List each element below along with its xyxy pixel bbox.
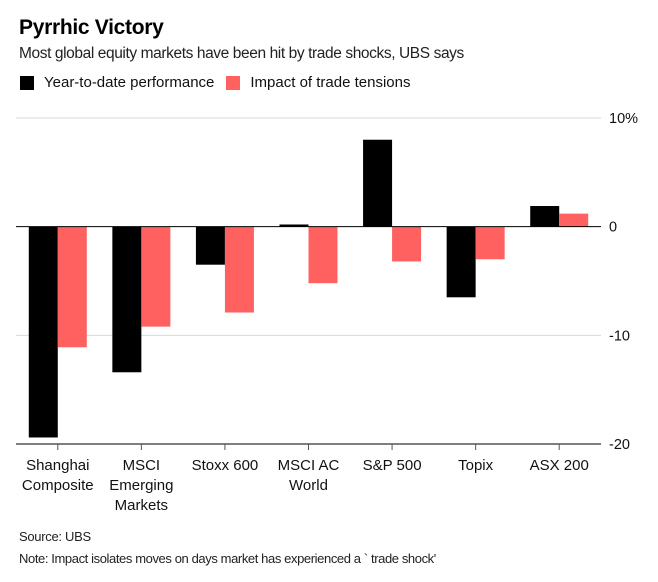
legend: Year-to-date performance Impact of trade… [20, 74, 422, 91]
bar-impact [141, 226, 171, 327]
y-tick-label: -10 [609, 328, 630, 344]
bar-impact [392, 226, 422, 262]
chart-subtitle: Most global equity markets have been hit… [19, 45, 464, 62]
note-text: Note: Impact isolates moves on days mark… [19, 551, 436, 566]
bar-impact [57, 226, 87, 348]
bar-ytd [279, 224, 309, 227]
x-tick-label: Markets [115, 497, 168, 514]
source-text: Source: UBS [19, 529, 91, 544]
legend-item-impact: Impact of trade tensions [226, 74, 410, 91]
chart-title: Pyrrhic Victory [19, 16, 164, 39]
y-tick-label: -20 [609, 437, 630, 453]
x-tick-label: Composite [22, 477, 94, 494]
bar-ytd [363, 139, 393, 227]
x-tick-label: Emerging [109, 477, 173, 494]
x-tick-label: MSCI AC [278, 457, 340, 474]
x-tick-label: ASX 200 [530, 457, 589, 474]
bar-ytd [446, 226, 476, 298]
bar-ytd [530, 206, 560, 227]
y-tick-label: 10% [609, 111, 638, 127]
x-tick-label: Shanghai [26, 457, 89, 474]
bar-impact [475, 226, 505, 260]
bar-impact [559, 213, 589, 227]
x-tick-label: MSCI [123, 457, 161, 474]
x-tick-label: Topix [458, 457, 494, 474]
legend-swatch-impact [226, 75, 241, 90]
bar-impact [308, 226, 338, 284]
legend-item-ytd: Year-to-date performance [20, 74, 214, 91]
bar-ytd [28, 226, 58, 438]
legend-label-ytd: Year-to-date performance [44, 74, 215, 91]
bar-ytd [112, 226, 142, 373]
bar-ytd [195, 226, 225, 265]
x-tick-label: World [289, 477, 328, 494]
bar-impact [224, 226, 254, 313]
legend-label-impact: Impact of trade tensions [250, 74, 411, 91]
y-tick-label: 0 [609, 220, 617, 236]
x-tick-label: S&P 500 [363, 457, 422, 474]
x-tick-label: Stoxx 600 [192, 457, 259, 474]
legend-swatch-ytd [20, 75, 34, 90]
